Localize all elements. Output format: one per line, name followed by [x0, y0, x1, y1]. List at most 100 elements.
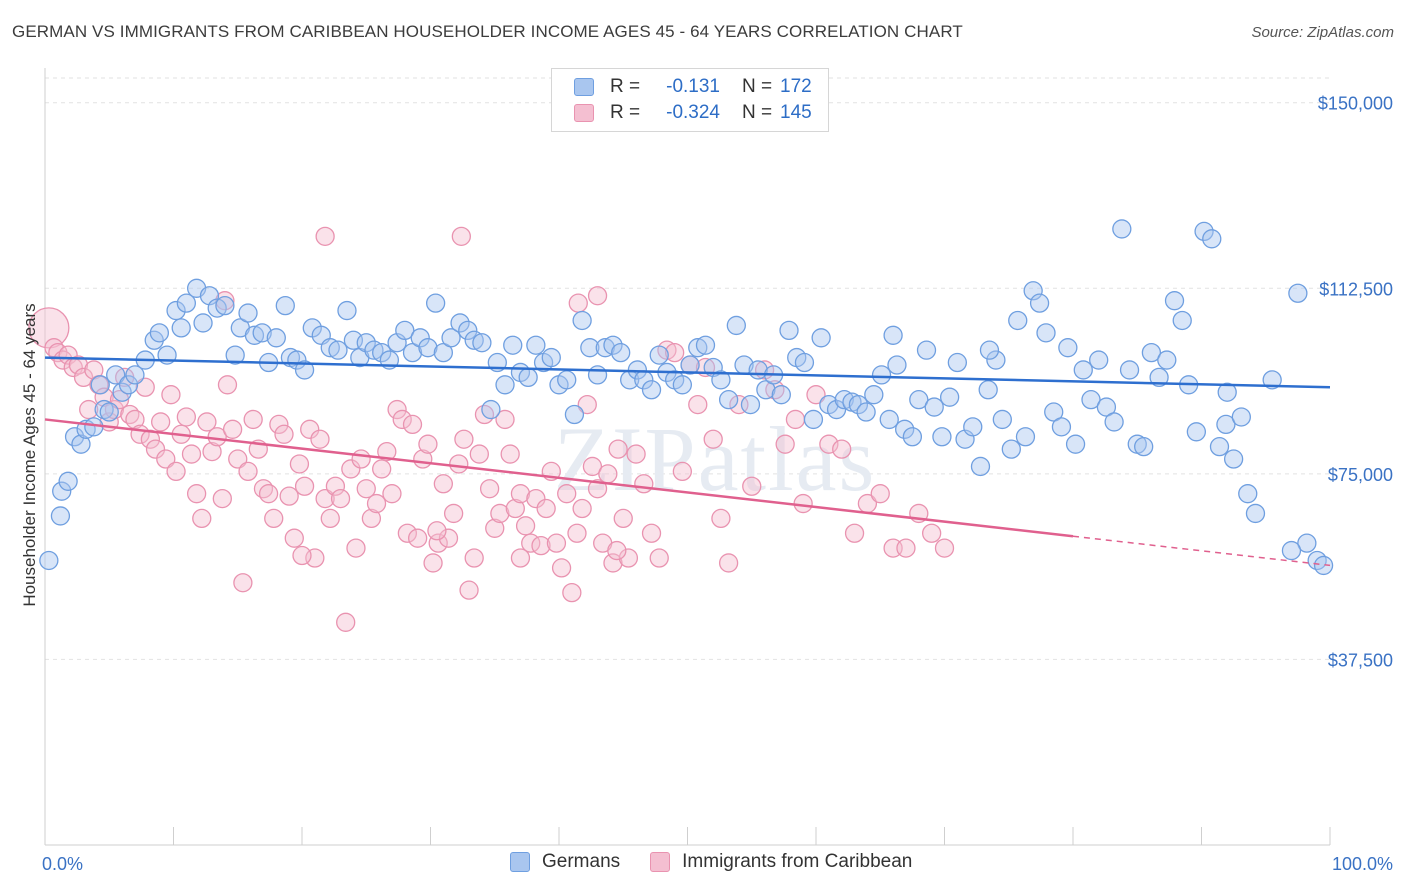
germans-point [99, 402, 119, 422]
germans-point [595, 338, 615, 358]
caribbean-point [785, 409, 806, 430]
x-tick-label: 100.0% [1332, 854, 1393, 874]
caribbean-point [407, 528, 428, 548]
caribbean-point [711, 508, 731, 529]
legend-r-value: -0.131 [666, 76, 720, 97]
germans-point [939, 387, 960, 407]
germans-point [503, 335, 523, 355]
caribbean-point [269, 414, 289, 435]
caribbean-point [258, 484, 279, 504]
caribbean-point [392, 409, 412, 430]
germans-point [1058, 338, 1078, 358]
germans-point [1281, 540, 1302, 561]
germans-point [441, 328, 461, 348]
caribbean-point [500, 444, 520, 464]
germans-point [740, 394, 761, 415]
legend-swatch-pink [650, 852, 671, 872]
germans-point [52, 481, 72, 501]
germans-point [328, 340, 348, 360]
germans-point [1216, 414, 1236, 435]
caribbean-point [568, 293, 588, 313]
germans-point [1157, 350, 1177, 370]
caribbean-point [382, 484, 402, 504]
caribbean-point [607, 540, 627, 561]
germans-point [106, 365, 126, 385]
germans-point [883, 325, 903, 345]
caribbean-point [490, 503, 510, 524]
caribbean-point [68, 355, 89, 375]
caribbean-point [718, 553, 739, 573]
caribbean-point [806, 385, 826, 405]
germans-point [1223, 449, 1244, 469]
germans-point [225, 345, 245, 365]
germans-point [238, 303, 258, 323]
germans-point [856, 402, 876, 422]
legend-n-label: N = [742, 102, 773, 123]
caribbean-point [672, 461, 693, 482]
caribbean-point [454, 429, 474, 449]
legend-n-value: 145 [780, 102, 812, 123]
caribbean-point [793, 493, 813, 514]
germans-point [1141, 342, 1162, 363]
germans-point [337, 300, 357, 321]
germans-points [39, 219, 1334, 576]
germans-point [1217, 382, 1237, 402]
trend-line [44, 418, 1074, 538]
germans-point [294, 360, 315, 380]
germans-point [166, 300, 186, 321]
germans-point [902, 427, 923, 447]
legend-row-germans: R = -0.131 N = 172 [574, 75, 812, 99]
germans-point [1262, 370, 1282, 390]
caribbean-point [479, 479, 500, 499]
caribbean-point [485, 518, 505, 538]
caribbean-point [243, 409, 263, 430]
caribbean-point [186, 484, 207, 504]
germans-point [718, 389, 739, 410]
caribbean-point [427, 521, 447, 541]
germans-point [125, 365, 145, 385]
germans-point [1186, 422, 1207, 442]
germans-point [848, 394, 869, 415]
germans-point [1172, 310, 1192, 331]
germans-point [672, 375, 693, 395]
trend-line [44, 356, 1331, 389]
germans-point [425, 293, 446, 313]
legend-r-label: R = [610, 102, 641, 123]
germans-point [1015, 427, 1036, 447]
legend-n-label: N = [742, 76, 773, 97]
germans-point [803, 409, 824, 430]
germans-point [932, 427, 952, 447]
chart-title: GERMAN VS IMMIGRANTS FROM CARIBBEAN HOUS… [12, 22, 963, 41]
caribbean-point [150, 412, 171, 432]
germans-point [1081, 389, 1101, 410]
caribbean-point [608, 439, 628, 459]
germans-point [1044, 402, 1064, 422]
germans-point [118, 375, 139, 395]
germans-point [711, 370, 731, 390]
caribbean-point [161, 385, 181, 405]
legend-r-value: -0.324 [666, 102, 720, 123]
caribbean-point [315, 226, 335, 246]
germans-point [1313, 555, 1334, 576]
caribbean-point [222, 419, 243, 439]
caribbean-point [336, 612, 356, 632]
caribbean-point [510, 548, 531, 568]
germans-point [541, 347, 561, 368]
germans-point [680, 355, 700, 375]
germans-point [963, 417, 983, 437]
caribbean-point [233, 573, 253, 593]
germans-point [1051, 417, 1072, 437]
germans-point [90, 375, 110, 395]
caribbean-points [28, 226, 955, 632]
caribbean-point [228, 449, 248, 469]
germans-point [970, 456, 991, 477]
germans-point [464, 330, 484, 350]
caribbean-point [742, 476, 762, 496]
germans-point [64, 427, 85, 447]
caribbean-point [387, 399, 407, 420]
caribbean-point [443, 503, 464, 524]
germans-point [1149, 367, 1169, 388]
caribbean-point [294, 476, 315, 496]
caribbean-point [212, 488, 232, 509]
